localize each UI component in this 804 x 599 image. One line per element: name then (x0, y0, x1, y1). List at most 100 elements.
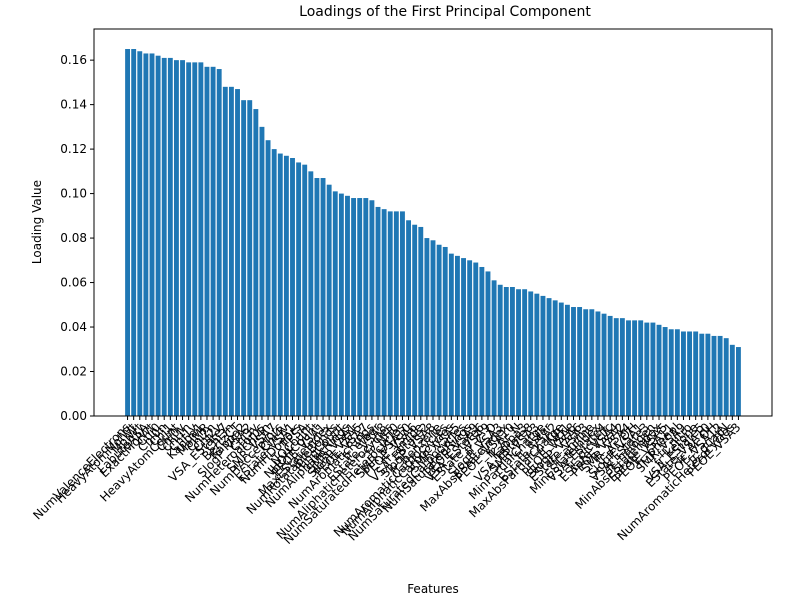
x-axis-label: Features (407, 582, 459, 596)
bar (283, 155, 289, 416)
bar (125, 49, 131, 416)
bar (259, 126, 265, 417)
bar (650, 322, 656, 416)
bar (216, 69, 222, 416)
bar (192, 62, 198, 417)
bar (656, 324, 662, 416)
bar (228, 86, 234, 417)
bar (167, 57, 173, 417)
bar (345, 195, 350, 416)
bar (705, 333, 711, 416)
bar (387, 211, 393, 416)
bar (247, 100, 253, 416)
bar (137, 51, 143, 416)
bar (491, 280, 497, 416)
bar (607, 315, 613, 416)
bar (473, 262, 479, 416)
bar (155, 55, 161, 416)
bar (564, 304, 570, 416)
bar (314, 178, 320, 416)
bar (528, 291, 534, 416)
bar (253, 109, 259, 416)
bar (638, 320, 644, 416)
bar (497, 284, 503, 416)
bar (522, 289, 528, 416)
bar (241, 100, 247, 416)
bar (265, 140, 271, 416)
bar (509, 287, 515, 416)
bar (467, 260, 473, 416)
bar (210, 66, 216, 416)
bar (595, 311, 601, 416)
bar (369, 200, 375, 416)
bar (338, 193, 344, 416)
bar (290, 158, 295, 416)
y-tick-label: 0.08 (60, 231, 87, 245)
bar (626, 320, 631, 416)
bar (589, 309, 595, 416)
bar (534, 293, 540, 416)
bar (632, 320, 638, 416)
bar (448, 253, 454, 416)
bar (644, 322, 650, 416)
bar (180, 60, 185, 416)
bar (693, 331, 699, 416)
bar (326, 184, 332, 416)
bar (583, 309, 589, 416)
bar (277, 153, 283, 416)
bar (723, 338, 729, 416)
bar (552, 300, 558, 416)
bar (711, 335, 717, 416)
bar (674, 329, 680, 416)
bar (558, 302, 564, 416)
bar (546, 298, 552, 416)
bar (436, 244, 442, 416)
bar (461, 258, 466, 416)
bar (375, 206, 381, 416)
bar (735, 347, 741, 416)
bar (271, 149, 277, 416)
bar (668, 329, 674, 416)
bar (351, 198, 357, 416)
y-tick-label: 0.16 (60, 53, 87, 67)
y-tick-label: 0.06 (60, 276, 87, 290)
bar (454, 255, 460, 416)
bar (418, 226, 424, 416)
bar (296, 162, 302, 416)
bar (406, 220, 412, 416)
y-tick-label: 0.02 (60, 365, 87, 379)
bar (540, 295, 546, 416)
bar (601, 313, 607, 416)
bar (222, 86, 228, 417)
bar (173, 60, 179, 416)
bar (235, 89, 240, 416)
plot-frame (93, 28, 773, 417)
bar (442, 246, 448, 416)
bar (143, 53, 149, 417)
bar (393, 211, 399, 416)
bar (204, 66, 210, 416)
bar (717, 335, 723, 416)
bar (198, 62, 204, 417)
y-tick-label: 0.00 (60, 409, 87, 423)
bar (430, 240, 436, 416)
y-tick-label: 0.04 (60, 320, 87, 334)
bar (357, 198, 363, 416)
bar (577, 307, 583, 416)
bar (363, 198, 369, 416)
bar (503, 287, 509, 416)
bar (613, 318, 619, 416)
y-tick-label: 0.10 (60, 187, 87, 201)
bar (619, 318, 625, 416)
bar (302, 164, 308, 416)
bar (571, 307, 576, 416)
bar (662, 327, 668, 416)
bar (186, 62, 192, 417)
bar (729, 344, 735, 416)
bar (332, 191, 338, 416)
y-tick-label: 0.14 (60, 98, 87, 112)
bar (485, 271, 491, 416)
y-tick-label: 0.12 (60, 142, 87, 156)
